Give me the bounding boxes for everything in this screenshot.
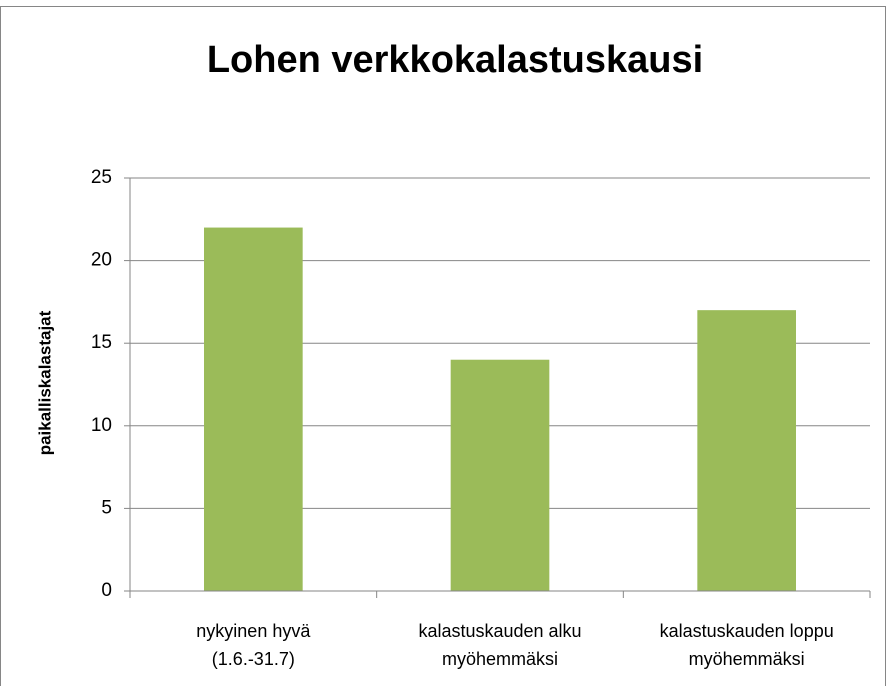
y-tick-label: 10 [91,415,112,436]
y-tick-label: 25 [91,167,112,188]
y-tick-label: 5 [101,497,112,518]
bar [204,227,303,591]
bar [697,310,796,591]
x-tick-label: myöhemmäksi [442,649,558,669]
x-tick-label: myöhemmäksi [689,649,805,669]
y-axis-label: paikalliskalastajat [35,310,54,455]
y-tick-label: 20 [91,250,112,271]
y-tick-label: 15 [91,332,112,353]
x-tick-label: nykyinen hyvä [196,621,311,641]
x-tick-label: kalastuskauden alku [418,621,581,641]
bar [450,359,550,591]
chart-title: Lohen verkkokalastuskausi [207,39,703,81]
y-tick-label: 0 [101,580,112,601]
x-tick-label: (1.6.-31.7) [212,649,295,669]
x-tick-label: kalastuskauden loppu [660,621,834,641]
